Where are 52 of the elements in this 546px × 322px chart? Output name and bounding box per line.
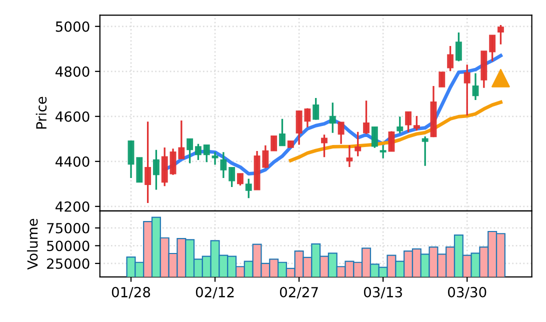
y-axis-title: Volume: [27, 218, 38, 270]
x-tick-label: 02/27: [280, 286, 318, 298]
y-tick-label: 4600: [56, 111, 90, 122]
x-tick-label: 02/12: [196, 286, 234, 298]
candlestick: [455, 32, 462, 62]
y-axis-title: Price: [36, 96, 47, 129]
candlestick: [270, 135, 278, 152]
candlestick: [128, 140, 134, 179]
candlestick: [186, 138, 194, 164]
candlestick: [422, 136, 428, 167]
candlestick: [312, 97, 320, 121]
candlestick: [388, 130, 395, 152]
candlestick: [279, 118, 286, 146]
candlestick: [363, 100, 370, 135]
candlestick: [447, 45, 454, 72]
y-tick-label: 4400: [56, 156, 90, 167]
candlestick: [170, 148, 176, 176]
y-tick-label: 5000: [56, 21, 90, 32]
candlestick: [220, 151, 227, 179]
candlestick: [405, 111, 412, 133]
candlestick: [371, 126, 378, 149]
y-tick-label: 4200: [56, 201, 90, 212]
y-tick-label: 4800: [56, 66, 90, 77]
candlestick: [498, 24, 504, 46]
y-tick-label: 75000: [47, 222, 90, 234]
candlestick: [212, 151, 218, 166]
candlestick: [464, 64, 470, 116]
y-tick-label: 25000: [47, 258, 90, 269]
y-tick-label: 50000: [47, 240, 90, 252]
candlestick: [178, 120, 185, 160]
line-series: [288, 100, 502, 162]
candlestick: [321, 134, 328, 158]
candlestick: [346, 144, 353, 168]
candlestick: [203, 144, 210, 163]
candlestick: [489, 34, 496, 62]
candlestick: [472, 72, 479, 101]
candlestick: [413, 115, 420, 132]
candlestick: [237, 172, 244, 186]
candlestick: [245, 178, 252, 199]
candlestick: [144, 120, 152, 204]
candlestick: [354, 131, 362, 158]
x-tick-label: 03/30: [448, 286, 486, 298]
x-tick-label: 01/28: [112, 286, 150, 298]
candlestick: [153, 149, 160, 191]
candlestick: [195, 143, 202, 161]
candlestick: [380, 144, 386, 160]
x-tick-label: 03/13: [364, 286, 402, 298]
candlestick: [329, 102, 336, 134]
candlestick: [338, 122, 344, 145]
candlestick: [438, 71, 446, 88]
candlestick: [228, 166, 236, 188]
candlestick: [396, 116, 404, 134]
